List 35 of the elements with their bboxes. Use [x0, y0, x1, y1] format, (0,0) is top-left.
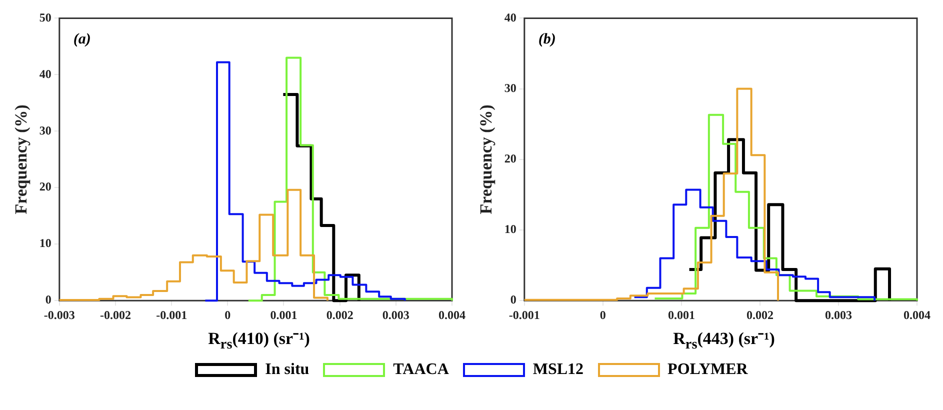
x-tick-label: 0.003: [382, 308, 410, 322]
y-tick-label: 30: [39, 123, 52, 138]
x-tick-label: 0.002: [326, 308, 354, 322]
y-tick-label: 40: [39, 66, 52, 81]
x-tick-label: 0: [600, 308, 606, 322]
x-tick-label: -0.002: [100, 308, 131, 322]
x-tick-label: 0.004: [904, 308, 930, 322]
x-tick-label: -0.001: [508, 308, 540, 322]
annotation: (b): [538, 32, 556, 48]
x-axis-title: R$_{rs}$(410) (sr⁻¹): [208, 328, 310, 354]
y-tick-label: 20: [504, 151, 516, 166]
y-axis-title: Frequency (%): [476, 104, 496, 214]
x-tick-label: 0.004: [438, 308, 466, 322]
legend-label: In situ: [265, 361, 310, 380]
x-tick-label: 0.001: [668, 308, 695, 322]
x-tick-label: 0.001: [270, 308, 298, 322]
y-tick-label: 20: [39, 180, 52, 194]
y-tick-label: 0: [45, 292, 52, 307]
y-tick-label: 10: [504, 222, 516, 236]
y-tick-label: 0: [510, 292, 516, 307]
legend-label: TAACA: [393, 361, 449, 380]
x-tick-label: -0.001: [156, 308, 188, 322]
x-axis-title: R$_{rs}$(443) (sr⁻¹): [673, 328, 775, 354]
y-axis-title: Frequency (%): [12, 104, 31, 214]
x-tick-label: -0.003: [44, 308, 75, 322]
x-tick-label: 0.003: [824, 308, 852, 322]
y-tick-label: 50: [39, 10, 52, 24]
legend-label: MSL12: [532, 361, 584, 380]
y-tick-label: 30: [504, 80, 516, 95]
y-tick-label: 10: [39, 236, 52, 250]
legend-label: POLYMER: [668, 361, 748, 380]
y-tick-label: 40: [504, 10, 516, 24]
x-tick-label: 0.002: [746, 308, 774, 322]
annotation: (a): [73, 32, 91, 48]
x-tick-label: 0: [224, 308, 231, 322]
